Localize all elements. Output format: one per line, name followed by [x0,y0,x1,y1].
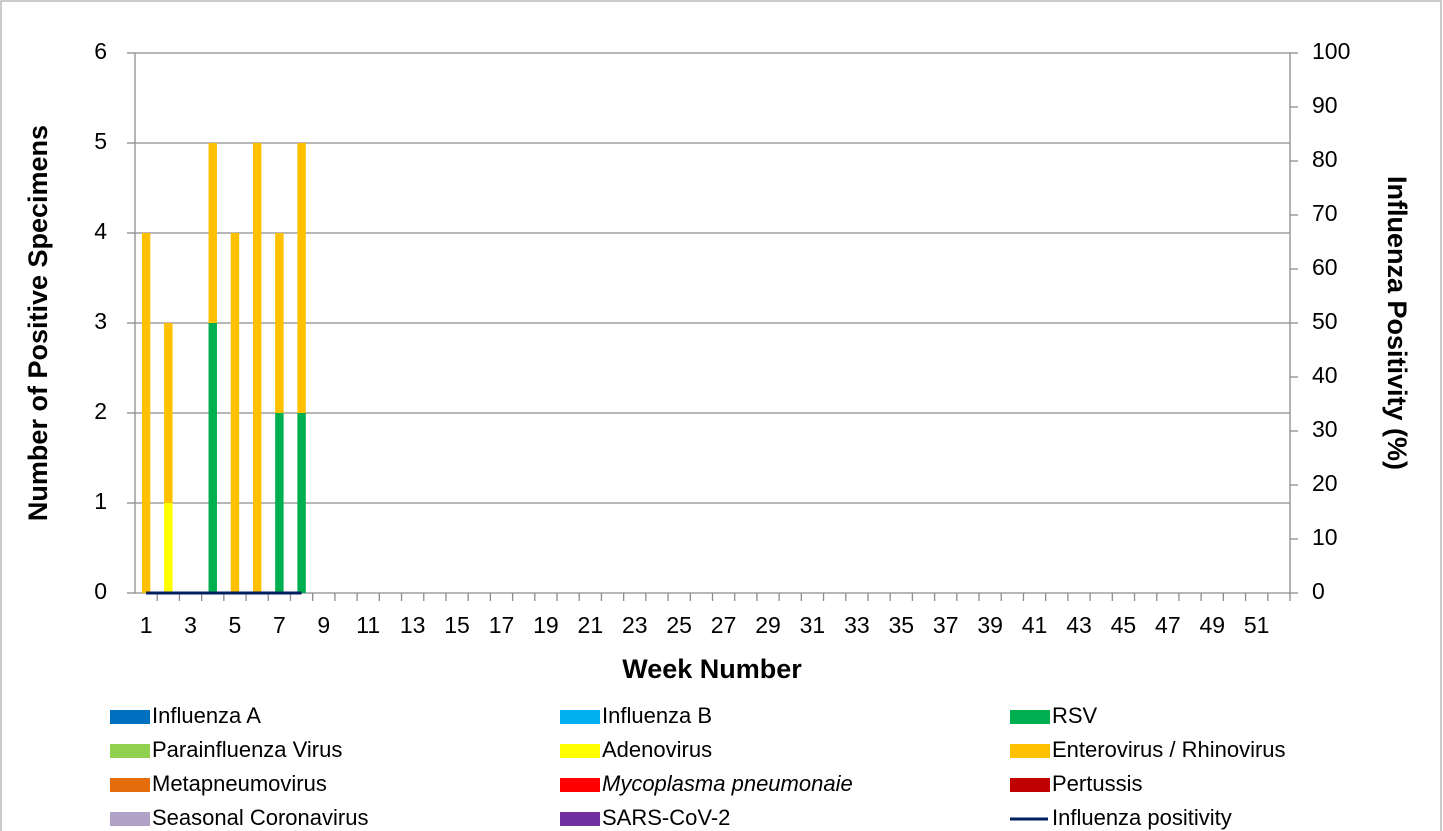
legend-label: RSV [1052,703,1098,728]
x-tick-label: 1 [140,612,153,638]
x-tick-label: 9 [317,612,330,638]
legend-label: Pertussis [1052,771,1142,796]
x-tick-label: 45 [1111,612,1137,638]
y-tick-label: 6 [94,38,107,64]
y2-tick-label: 60 [1312,254,1338,280]
legend-label: Parainfluenza Virus [152,737,342,762]
legend-swatch [110,812,150,826]
x-tick-label: 47 [1155,612,1181,638]
y2-tick-label: 10 [1312,524,1338,550]
legend-swatch [560,710,600,724]
y2-tick-label: 30 [1312,416,1338,442]
bar-segment [208,143,217,323]
bar-segment [230,233,240,593]
legend-swatch [560,812,600,826]
legend-swatch [560,744,600,758]
y2-tick-label: 40 [1312,362,1338,388]
x-axis-title: Week Number [622,654,802,684]
legend-swatch [560,778,600,792]
legend-label: Seasonal Coronavirus [152,805,368,830]
y2-tick-label: 0 [1312,578,1325,604]
legend-label: Influenza A [152,703,261,728]
x-tick-label: 5 [229,612,242,638]
y-tick-label: 0 [94,578,107,604]
x-tick-label: 27 [711,612,737,638]
legend-swatch [1010,710,1050,724]
bar-segment [141,233,151,593]
legend-label: Adenovirus [602,737,712,762]
x-tick-label: 21 [578,612,604,638]
y-tick-label: 2 [94,398,107,424]
y-tick-label: 3 [94,308,107,334]
x-tick-label: 29 [755,612,781,638]
legend-swatch [1010,778,1050,792]
y2-tick-label: 80 [1312,146,1338,172]
bar-segment [297,413,306,593]
y2-tick-label: 20 [1312,470,1338,496]
bar-segment [252,143,262,593]
x-tick-label: 11 [356,612,380,638]
x-tick-label: 17 [489,612,515,638]
legend-swatch [110,710,150,724]
bar-segment [164,503,173,593]
y2-tick-label: 100 [1312,38,1350,64]
y2-axis-title: Influenza Positivity (%) [1382,176,1412,470]
legend-label: Enterovirus / Rhinovirus [1052,737,1286,762]
legend-label: Metapneumovirus [152,771,327,796]
x-tick-label: 7 [273,612,286,638]
x-tick-label: 39 [977,612,1003,638]
legend-label: Influenza positivity [1052,805,1232,830]
legend-label: Mycoplasma pneumonaie [602,771,853,796]
bar-segment [164,323,173,503]
x-tick-label: 23 [622,612,648,638]
legend-swatch [1010,744,1050,758]
x-tick-label: 35 [889,612,915,638]
bar-segment [297,143,306,413]
x-tick-label: 43 [1066,612,1092,638]
y2-tick-label: 50 [1312,308,1338,334]
legend-swatch [110,778,150,792]
bar-segment [208,323,217,593]
y-tick-label: 4 [94,218,107,244]
y-tick-label: 1 [94,488,107,514]
x-tick-label: 51 [1244,612,1270,638]
x-tick-label: 25 [666,612,692,638]
x-tick-label: 49 [1199,612,1225,638]
x-tick-label: 13 [400,612,426,638]
x-tick-label: 37 [933,612,959,638]
x-tick-label: 19 [533,612,559,638]
y-tick-label: 5 [94,128,107,154]
legend-label: Influenza B [602,703,712,728]
x-tick-label: 15 [444,612,470,638]
y2-tick-label: 90 [1312,92,1338,118]
x-tick-label: 3 [184,612,197,638]
bar-segment [275,413,284,593]
x-tick-label: 41 [1022,612,1048,638]
x-tick-label: 33 [844,612,870,638]
x-tick-label: 31 [800,612,826,638]
y2-tick-label: 70 [1312,200,1338,226]
legend-label: SARS-CoV-2 [602,805,730,830]
y-axis-title: Number of Positive Specimens [23,125,53,521]
legend-swatch [110,744,150,758]
bar-segment [275,233,284,413]
